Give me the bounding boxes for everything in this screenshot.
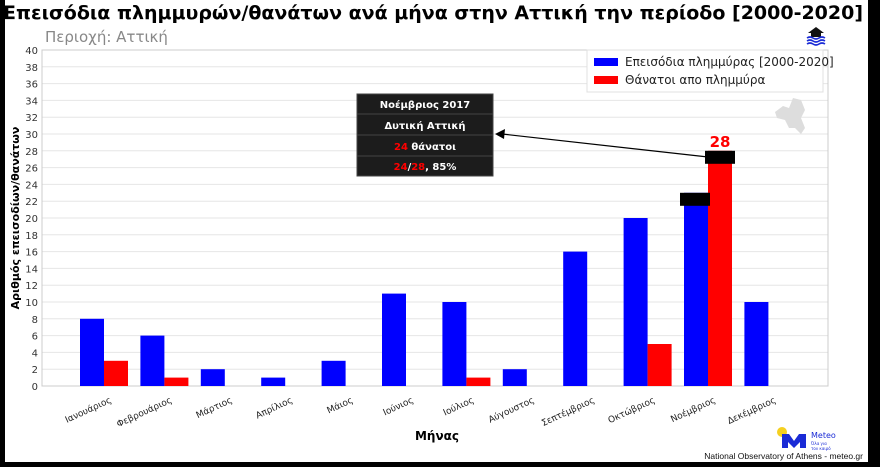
y-tick-label: 12 [25,281,38,292]
y-axis-label: Αριθμός επεισοδίων/θανάτων [9,127,22,310]
attica-map-icon [775,98,805,134]
tooltip-date: Νοέμβριος 2017 [380,99,471,111]
tooltip-arrow [501,133,709,158]
y-tick-label: 30 [25,130,38,141]
bar-floods [502,369,527,386]
bar-deaths [466,377,491,386]
bar-deaths [647,344,672,386]
credit-text: National Observatory of Athens - meteo.g… [704,451,863,461]
x-axis-label: Μήνας [415,429,459,443]
y-tick-label: 34 [25,96,38,107]
bar-floods [684,192,708,386]
y-tick-label: 4 [32,348,38,359]
y-tick-label: 36 [25,80,38,91]
y-tick-label: 0 [32,382,38,393]
bar-floods [623,218,648,386]
tooltip-region: Δυτική Αττική [384,120,465,132]
x-tick-label: Δεκέμβριος [726,395,778,427]
x-tick-label: Μάρτιος [195,396,234,421]
chart-subtitle: Περιοχή: Αττική [45,28,168,46]
y-tick-label: 6 [32,332,38,343]
legend: Επεισόδια πλημμύρας [2000-2020] Θάνατοι … [586,49,834,93]
x-tick-label: Αύγουστος [487,395,536,426]
y-tick-label: 40 [25,46,38,57]
highlight-marker-deaths [705,150,735,164]
meteo-logo: Meteo Όλα για τον καιρό National Observa… [704,427,863,461]
x-tick-label: Νοέμβριος [669,395,717,425]
y-tick-label: 8 [32,315,38,326]
tooltip: Νοέμβριος 2017 Δυτική Αττική 24 θάνατοι … [356,93,494,177]
chart-panel: Επεισόδια πλημμυρών/θανάτων ανά μήνα στη… [5,0,868,462]
bar-floods [140,335,165,386]
bar-floods [200,369,225,386]
x-tick-label: Απρίλιος [254,396,294,422]
bar-deaths [164,377,189,386]
y-tick-label: 38 [25,63,38,74]
legend-label-deaths: Θάνατοι απο πλημμύρα [625,73,765,87]
x-tick-label: Μάιος [326,396,355,417]
y-tick-label: 28 [25,147,38,158]
x-tick-label: Ιανουάριος [64,396,113,426]
y-tick-label: 26 [25,164,38,175]
y-tick-label: 32 [25,113,38,124]
tooltip-deaths: 24 θάνατοι [394,141,456,153]
plot-frame [41,49,829,387]
bar-deaths [708,150,732,386]
logo-tag: τον καιρό [811,446,831,451]
x-tick-label: Φεβρουάριος [115,396,173,430]
bar-chart: Επεισόδια πλημμυρών/θανάτων ανά μήνα στη… [5,2,863,461]
y-tick-label: 2 [32,365,38,376]
bar-deaths [104,360,128,386]
legend-swatch-deaths [594,76,618,84]
max-data-label: 28 [710,133,731,151]
y-tick-label: 14 [25,264,38,275]
flood-house-icon [806,27,826,46]
bar-floods [261,377,286,386]
y-tick-label: 20 [25,214,38,225]
y-tick-label: 16 [25,248,38,259]
x-tick-label: Ιούλιος [442,395,476,419]
y-tick-label: 24 [25,180,38,191]
bar-floods [80,318,104,386]
x-tick-label: Οκτώβριος [606,395,657,426]
legend-label-floods: Επεισόδια πλημμύρας [2000-2020] [625,55,834,69]
x-tick-label: Ιούνιος [381,395,415,419]
bar-floods [442,302,467,386]
logo-tag: Όλα για [810,441,827,446]
x-tick-label: Σεπτέμβριος [540,395,597,429]
chart-title: Επεισόδια πλημμυρών/θανάτων ανά μήνα στη… [5,2,863,24]
bar-floods [382,293,406,386]
y-tick-label: 22 [25,197,38,208]
y-tick-label: 18 [25,231,38,242]
legend-swatch-floods [594,58,618,66]
bar-floods [563,251,588,386]
logo-text: Meteo [811,431,836,440]
bar-floods [321,360,346,386]
highlight-marker-floods [680,192,710,206]
y-tick-label: 10 [25,298,38,309]
bar-floods [744,302,769,386]
tooltip-ratio: 24/28, 85% [394,162,457,173]
